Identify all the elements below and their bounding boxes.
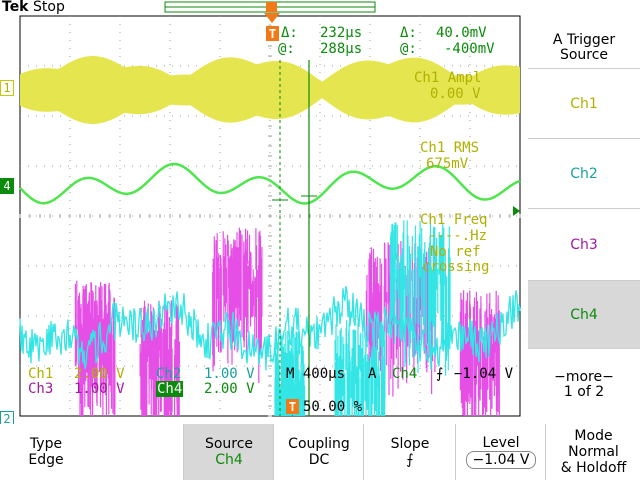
meas-ch1-ampl-name: Ch1 Ampl xyxy=(414,70,481,86)
side-menu-ch3[interactable]: Ch3 xyxy=(528,208,640,281)
side-menu-ch3-label: Ch3 xyxy=(570,238,598,253)
tek-logo: Tek xyxy=(2,0,29,15)
trigger-level: −1.04 V xyxy=(454,366,513,382)
cursor-delta-volt: 40.0mV xyxy=(436,25,487,41)
ch2-label: Ch2 xyxy=(156,366,181,382)
slope-label: Slope xyxy=(391,436,430,452)
ch3-scale: 1.00 V xyxy=(74,381,125,397)
meas-ch1-ampl-value: 0.00 V xyxy=(430,86,481,102)
trigger-slope-icon: ⨍ xyxy=(436,366,443,382)
meas-ch1-freq-note1: No ref xyxy=(430,244,481,260)
cursor-delta-time-label: Δ: xyxy=(281,25,298,41)
holdoff-label: & Holdoff xyxy=(561,460,626,476)
side-menu-ch2[interactable]: Ch2 xyxy=(528,138,640,209)
side-menu-more-label: −more− xyxy=(554,370,614,385)
trigger-pos-badge: T xyxy=(286,399,299,414)
meas-ch1-rms-name: Ch1 RMS xyxy=(420,140,479,156)
level-button[interactable]: Level −1.04 V xyxy=(455,424,546,480)
side-menu-ch2-label: Ch2 xyxy=(570,167,598,182)
meas-ch1-freq-note2: crossing xyxy=(422,259,489,275)
cursor-at-time: 288µs xyxy=(320,41,362,57)
trigger-position-marker xyxy=(266,2,277,12)
meas-ch1-freq-value: ----.Hz xyxy=(428,228,487,244)
side-menu-ch4[interactable]: Ch4 xyxy=(528,280,640,349)
slope-button[interactable]: Slope ⨍ xyxy=(363,424,456,480)
ch4-label: Ch4 xyxy=(156,381,183,397)
side-menu-more[interactable]: −more− 1 of 2 xyxy=(528,348,640,421)
ch1-label: Ch1 xyxy=(28,366,53,382)
side-menu-page: 1 of 2 xyxy=(564,385,604,400)
side-menu-ch4-label: Ch4 xyxy=(570,308,598,323)
trigger-mode: A xyxy=(368,366,376,382)
source-label: Source xyxy=(205,436,253,452)
cursor-at-volt: -400mV xyxy=(444,41,495,57)
trigger-source: Ch4 xyxy=(392,366,417,382)
cursor-at-time-label: @: xyxy=(278,41,295,57)
coupling-label: Coupling xyxy=(288,436,350,452)
ch4-ground-marker[interactable]: 4 xyxy=(0,178,14,194)
rising-slope-icon: ⨍ xyxy=(406,452,413,468)
mode-holdoff-button[interactable]: Mode Normal & Holdoff xyxy=(545,424,640,480)
coupling-button[interactable]: Coupling DC xyxy=(273,424,364,480)
level-label: Level xyxy=(483,435,520,451)
side-menu-title-line1: A Trigger xyxy=(553,33,615,48)
run-state: Stop xyxy=(33,0,65,15)
ch4-scale: 2.00 V xyxy=(204,381,255,397)
meas-ch1-freq-name: Ch1 Freq xyxy=(420,212,487,228)
oscilloscope-display: Tek Stop T Δ: 232µs @: 288µs Δ: 40.0mV @… xyxy=(0,0,640,480)
type-label: Type xyxy=(30,436,62,452)
meas-ch1-rms-value: 675mV xyxy=(426,156,468,172)
cursor-delta-time: 232µs xyxy=(320,25,362,41)
cursor-t-badge: T xyxy=(266,26,279,41)
coupling-value: DC xyxy=(309,452,330,468)
side-menu-ch1[interactable]: Ch1 xyxy=(528,68,640,139)
ch2-scale: 1.00 V xyxy=(204,366,255,382)
mode-value: Normal xyxy=(568,444,619,460)
source-value: Ch4 xyxy=(215,452,243,468)
side-menu-title-line2: Source xyxy=(560,48,608,63)
trigger-position: 50.00 % xyxy=(303,399,362,415)
ch1-ground-marker[interactable]: 1 xyxy=(0,80,14,96)
source-button[interactable]: Source Ch4 xyxy=(183,424,274,480)
mode-label: Mode xyxy=(574,428,612,444)
type-value: Edge xyxy=(28,452,63,468)
ch3-label: Ch3 xyxy=(28,381,53,397)
cursor-at-volt-label: @: xyxy=(400,41,417,57)
side-menu-title: A Trigger Source xyxy=(528,28,640,68)
ch1-scale: 2.00 V xyxy=(74,366,125,382)
level-value: −1.04 V xyxy=(466,451,537,469)
cursor-delta-volt-label: Δ: xyxy=(400,25,417,41)
timebase: M 400µs xyxy=(286,366,345,382)
side-menu-ch1-label: Ch1 xyxy=(570,97,598,112)
type-button[interactable]: Type Edge xyxy=(0,424,92,480)
